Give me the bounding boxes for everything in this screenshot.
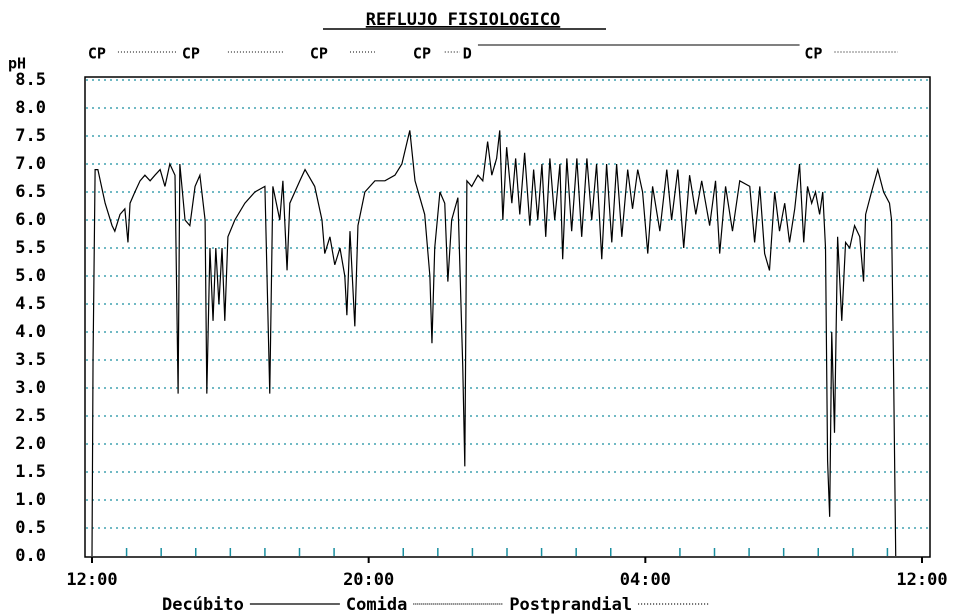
y-tick-label: 3.0 bbox=[15, 378, 46, 398]
y-tick-label: 5.5 bbox=[15, 238, 46, 258]
legend-label: Comida bbox=[346, 595, 407, 614]
event-label: CP bbox=[88, 45, 106, 63]
ph-trace bbox=[91, 130, 897, 557]
legend-label: Postprandial bbox=[509, 595, 632, 614]
y-tick-label: 5.0 bbox=[15, 266, 46, 286]
x-tick-label: 12:00 bbox=[66, 570, 117, 590]
x-tick-label: 12:00 bbox=[896, 570, 947, 590]
chart-title: REFLUJO FISIOLOGICO bbox=[366, 10, 560, 30]
y-tick-label: 4.0 bbox=[15, 322, 46, 342]
y-tick-label: 6.0 bbox=[15, 210, 46, 230]
y-tick-label: 8.5 bbox=[15, 70, 46, 90]
x-tick-label: 20:00 bbox=[343, 570, 394, 590]
event-label: D bbox=[463, 45, 472, 63]
event-label: CP bbox=[804, 45, 822, 63]
event-label: CP bbox=[413, 45, 431, 63]
y-tick-label: 3.5 bbox=[15, 350, 46, 370]
y-tick-label: 2.5 bbox=[15, 406, 46, 426]
event-label: CP bbox=[310, 45, 328, 63]
y-tick-label: 8.0 bbox=[15, 98, 46, 118]
x-tick-label: 04:00 bbox=[620, 570, 671, 590]
event-label: CP bbox=[182, 45, 200, 63]
y-tick-label: 1.0 bbox=[15, 490, 46, 510]
y-tick-label: 1.5 bbox=[15, 462, 46, 482]
y-tick-label: 6.5 bbox=[15, 182, 46, 202]
legend-label: Decúbito bbox=[162, 595, 244, 614]
y-tick-label: 4.5 bbox=[15, 294, 46, 314]
y-tick-label: 2.0 bbox=[15, 434, 46, 454]
y-tick-label: 7.5 bbox=[15, 126, 46, 146]
y-tick-label: 0.0 bbox=[15, 546, 46, 566]
y-tick-label: 0.5 bbox=[15, 518, 46, 538]
plot-frame bbox=[84, 76, 931, 558]
y-tick-label: 7.0 bbox=[15, 154, 46, 174]
y-axis-label: pH bbox=[8, 55, 26, 73]
